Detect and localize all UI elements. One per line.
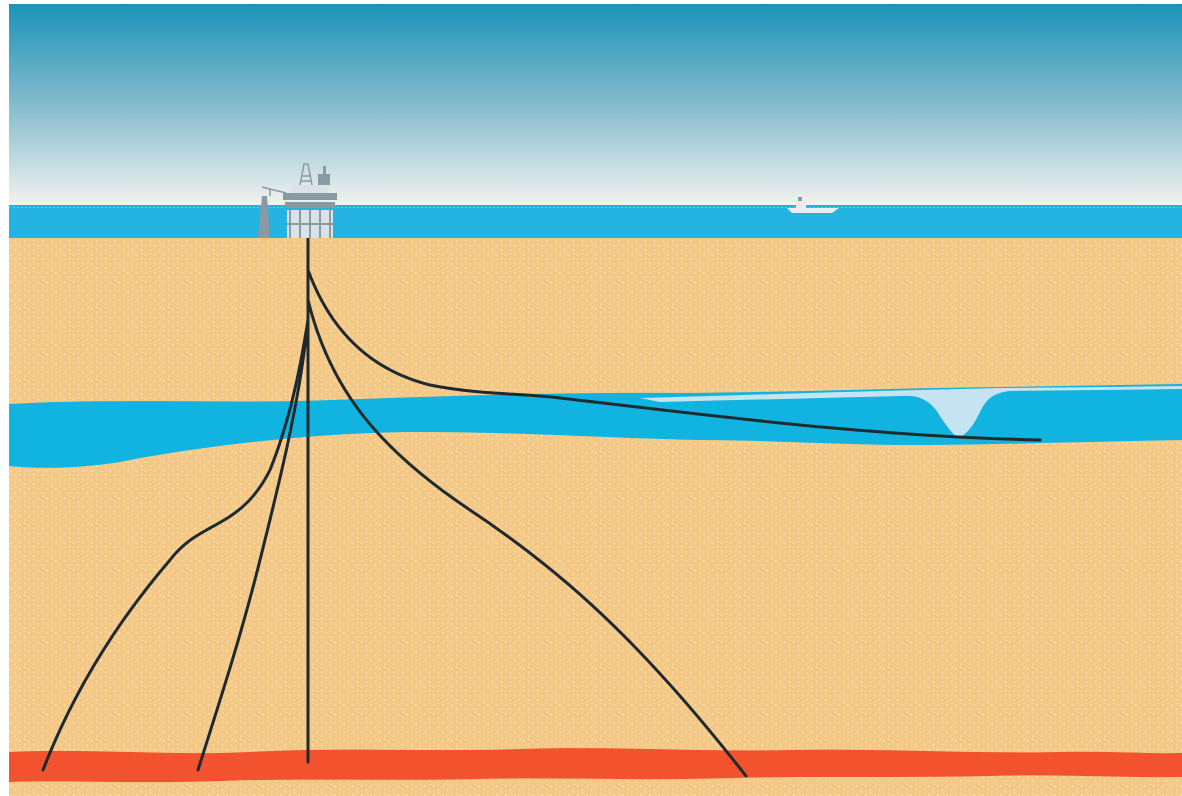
offshore-production-platform [258,163,337,238]
reservoir-layer [9,748,1182,783]
sky [9,4,1182,208]
deviated-well-far-left [41,236,310,772]
sea [9,205,1182,240]
deviated-well-left [196,318,310,772]
gas-cap [640,386,1182,438]
supply-vessel [787,197,839,213]
deviated-well-right [306,298,748,778]
sea-wave-crests [9,202,1182,208]
horizontal-well [306,268,1042,442]
sediment-texture [9,238,1182,796]
aquifer-layer [9,384,1182,468]
wellbores [41,236,1042,778]
